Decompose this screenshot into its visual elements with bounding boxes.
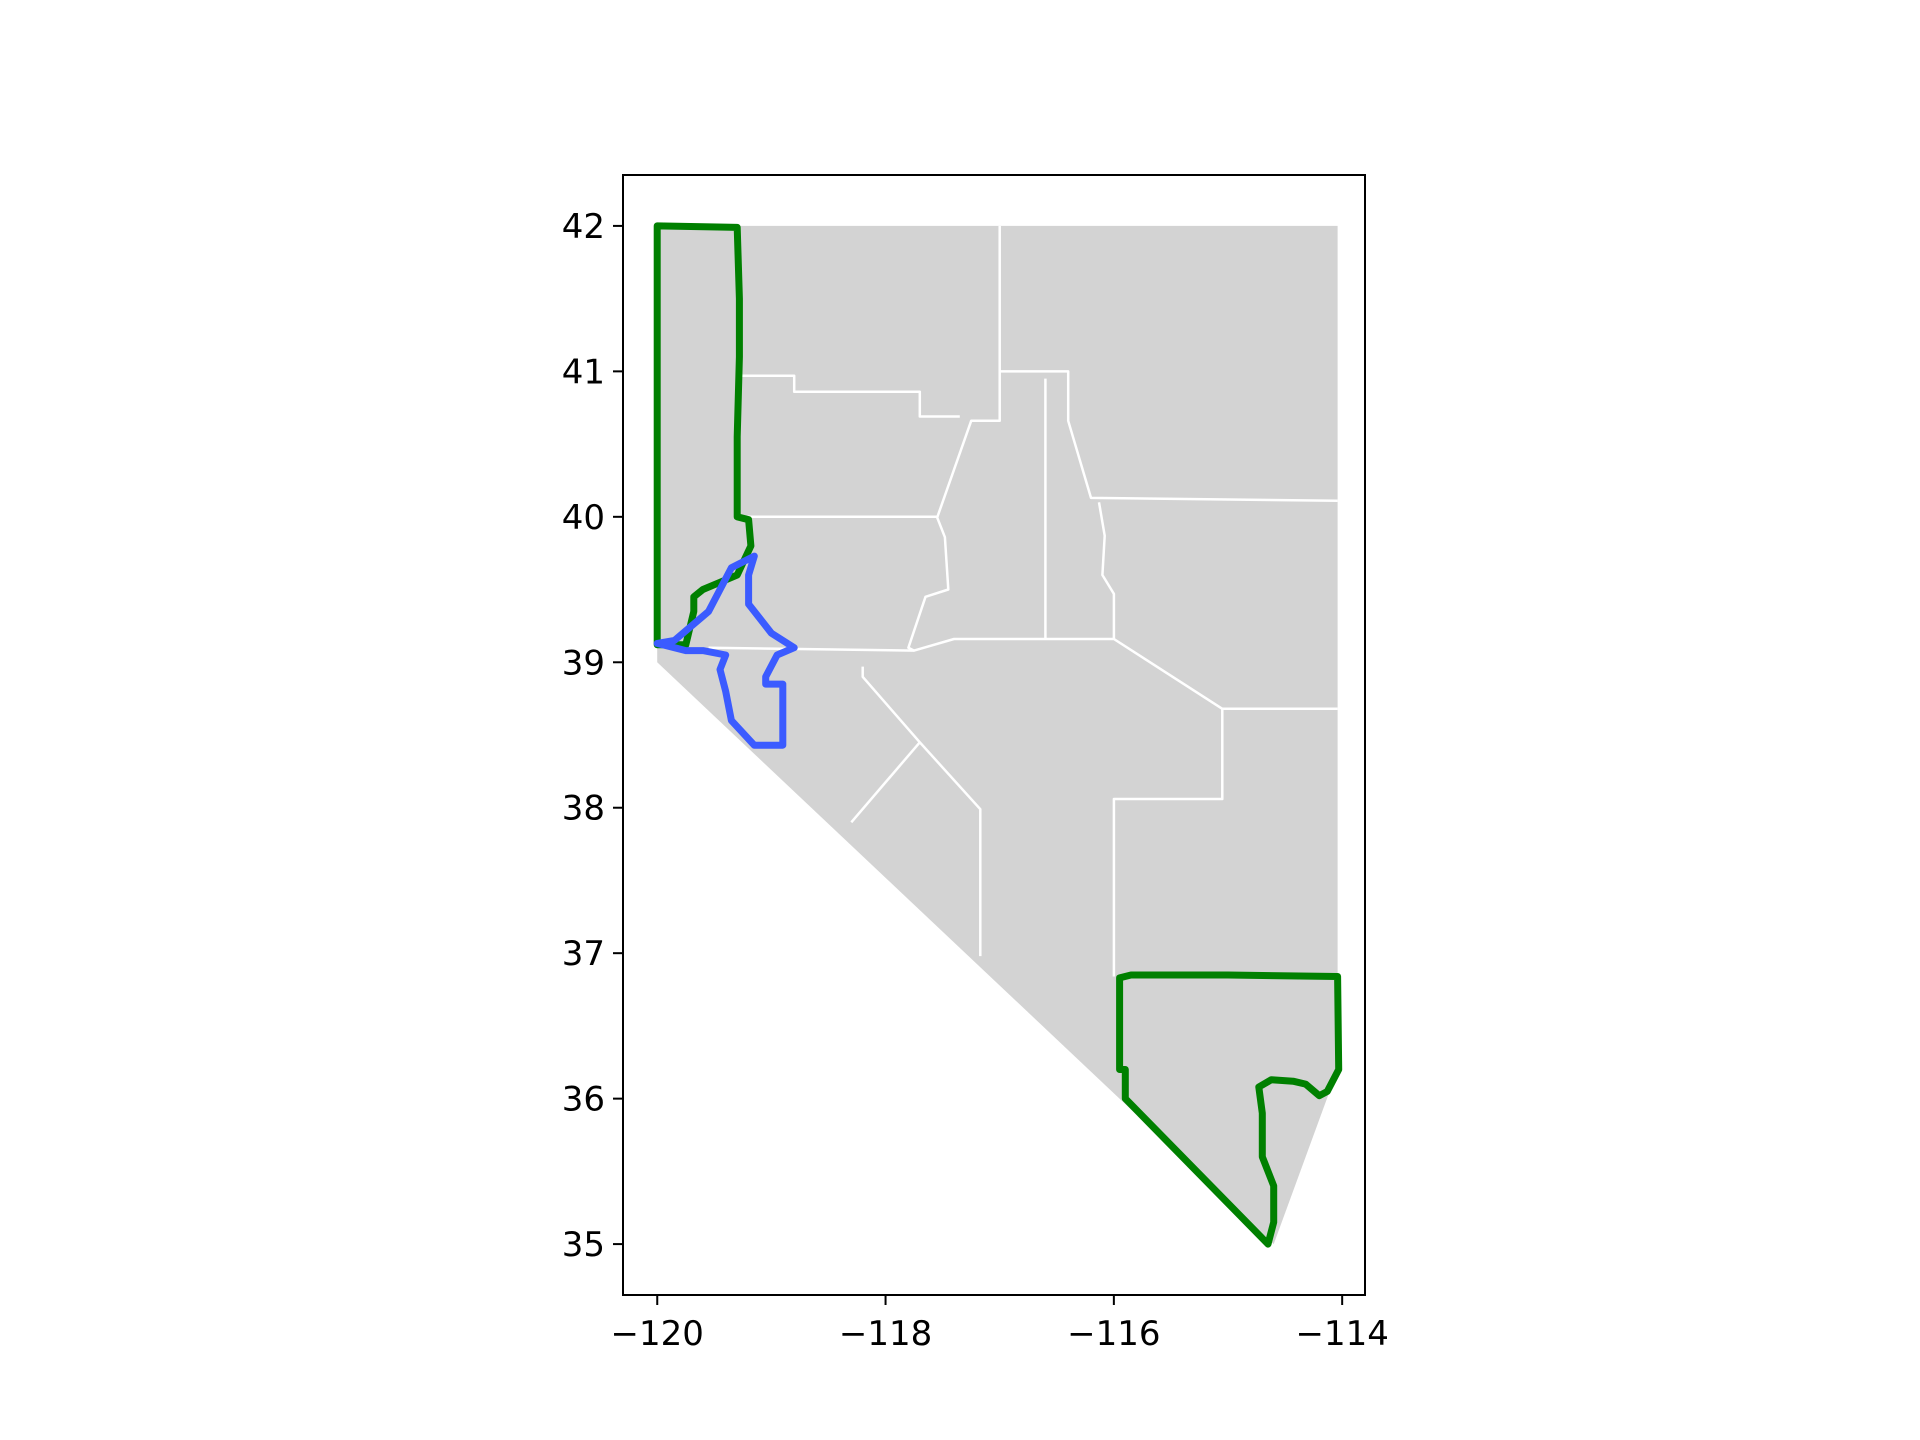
county-border-6 — [1097, 502, 1116, 639]
y-tick-label: 38 — [562, 789, 605, 829]
y-tick-label: 36 — [562, 1080, 605, 1120]
county-border-1 — [737, 374, 960, 418]
county-border-3 — [999, 370, 1338, 503]
y-tick-label: 42 — [562, 207, 605, 247]
x-tick-label: −114 — [1295, 1314, 1388, 1354]
x-tick-label: −120 — [611, 1314, 704, 1354]
y-axis: 35 36 37 38 39 40 41 42 — [562, 207, 623, 1265]
county-borders — [708, 225, 1338, 977]
county-border-8 — [1112, 708, 1224, 977]
county-border-4 — [737, 515, 950, 652]
y-tick-label: 35 — [562, 1225, 605, 1265]
state-fill — [657, 225, 1338, 1245]
y-tick-label: 37 — [562, 934, 605, 974]
x-tick-label: −116 — [1067, 1314, 1160, 1354]
plot-area — [653, 222, 1343, 1248]
x-tick-label: −118 — [839, 1314, 932, 1354]
green-region-south — [1116, 971, 1343, 1248]
highlighted-regions — [653, 222, 1343, 1248]
y-tick-label: 41 — [562, 352, 605, 392]
blue-region — [653, 552, 798, 749]
y-tick-label: 40 — [562, 498, 605, 538]
axes-frame — [622, 174, 1366, 1296]
x-axis: −120 −118 −116 −114 — [611, 1295, 1389, 1354]
county-border-7 — [708, 637, 1338, 711]
county-border-2 — [935, 225, 1001, 519]
county-border-10 — [850, 741, 921, 824]
y-tick-label: 39 — [562, 643, 605, 683]
